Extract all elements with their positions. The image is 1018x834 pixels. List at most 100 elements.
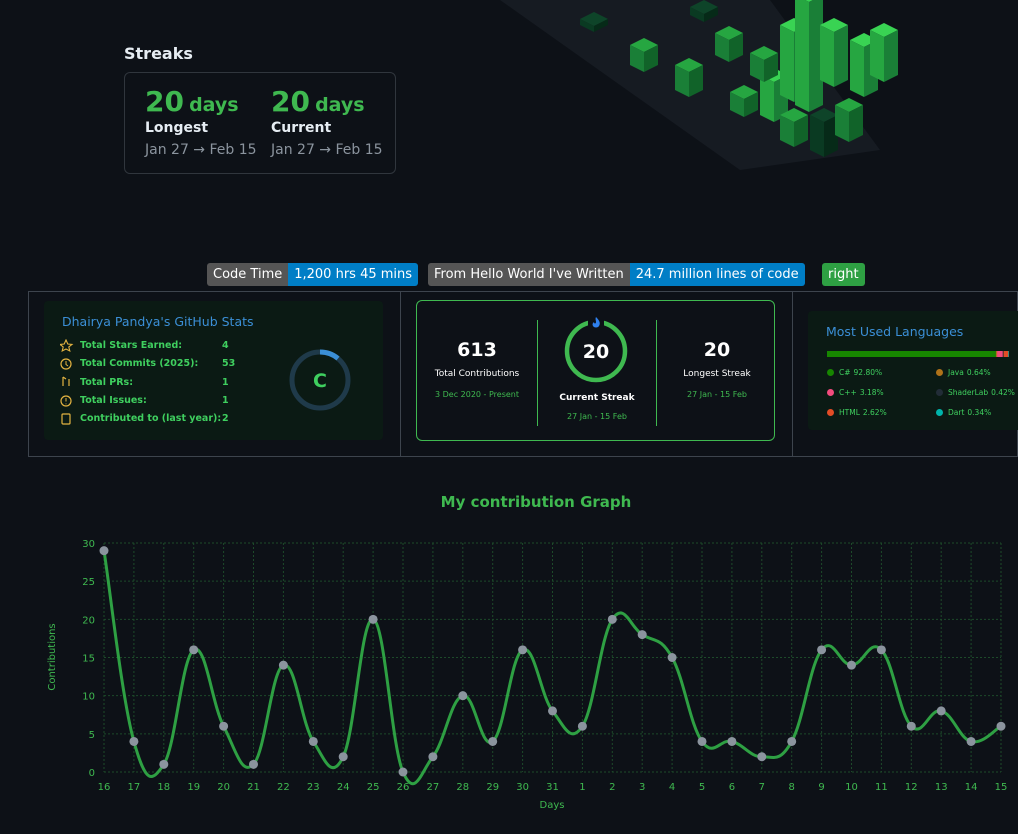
y-tick-label: 0 [89, 768, 95, 779]
data-point [966, 736, 976, 746]
current-streak: Current Streak 27 Jan - 15 Feb [537, 393, 657, 421]
card-title: Most Used Languages [826, 324, 964, 339]
x-tick-label: 25 [367, 782, 380, 793]
stat-value: 1 [222, 377, 229, 388]
streak-label: Current [271, 120, 332, 136]
language-dot [827, 389, 834, 396]
y-tick-label: 10 [82, 692, 95, 703]
streaks-title: Streaks [124, 44, 193, 63]
x-tick-label: 19 [187, 782, 200, 793]
stat-range: 27 Jan - 15 Feb [687, 390, 747, 399]
language-item: C++ 3.18% [827, 388, 884, 397]
block-right [834, 25, 848, 87]
data-point [278, 660, 288, 670]
block-left [795, 0, 809, 112]
x-tick-label: 9 [818, 782, 824, 793]
stat-label: Total Stars Earned: [80, 340, 183, 351]
x-tick-label: 22 [277, 782, 290, 793]
language-item: Dart 0.34% [936, 408, 991, 417]
x-tick-label: 16 [98, 782, 111, 793]
streak-range: Jan 27 → Feb 15 [271, 142, 383, 158]
x-tick-label: 27 [427, 782, 440, 793]
data-point [906, 721, 916, 731]
badge-message: 1,200 hrs 45 mins [288, 263, 419, 286]
language-item: C# 92.80% [827, 368, 882, 377]
block-left [750, 53, 764, 82]
badge[interactable]: From Hello World I've Written 24.7 millio… [428, 263, 805, 286]
streaks-card: 20 days Longest Jan 27 → Feb 15 20 days … [124, 72, 396, 174]
x-tick-label: 31 [546, 782, 559, 793]
x-tick-label: 21 [247, 782, 260, 793]
language-dot [936, 389, 943, 396]
data-point [936, 706, 946, 716]
y-axis-label: Contributions [47, 623, 58, 690]
block-right [594, 19, 608, 32]
grade: C [313, 370, 327, 392]
x-tick-label: 14 [965, 782, 978, 793]
stat-row: Total Stars Earned: 4 [62, 340, 229, 351]
block-right [884, 30, 898, 82]
block-right [794, 115, 808, 147]
total-contributions: 613 Total Contributions 3 Dec 2020 - Pre… [417, 339, 537, 399]
badge-label: Code Time [207, 263, 289, 286]
x-tick-label: 18 [157, 782, 170, 793]
language-segment [1008, 351, 1009, 357]
stat-label: Contributed to (last year): [80, 413, 222, 424]
x-tick-label: 15 [995, 782, 1008, 793]
stat-label: Total Contributions [434, 369, 520, 379]
data-point [996, 721, 1006, 731]
streak-label: Longest [145, 120, 209, 136]
stat-number: 20 [583, 341, 609, 363]
github-stats-card[interactable]: Dhairya Pandya's GitHub Stats Total Star… [44, 301, 383, 440]
language-name: C# [839, 368, 851, 377]
stat-icons [60, 339, 74, 425]
x-tick-label: 10 [845, 782, 858, 793]
streak-stats-card[interactable]: 613 Total Contributions 3 Dec 2020 - Pre… [416, 300, 775, 441]
badge-label: From Hello World I've Written [428, 263, 630, 286]
language-segment [1003, 351, 1009, 357]
divider [656, 320, 657, 426]
language-item: ShaderLab 0.42% [936, 388, 1015, 397]
x-tick-label: 13 [935, 782, 948, 793]
badge[interactable]: right [822, 263, 865, 286]
divider [537, 320, 538, 426]
stat-range: 3 Dec 2020 - Present [434, 390, 519, 399]
block-right [744, 92, 758, 117]
stat-number: 20 [703, 339, 731, 361]
data-point [368, 614, 378, 624]
x-tick-label: 7 [759, 782, 765, 793]
block-left [675, 65, 689, 97]
grade-ring: C [289, 349, 351, 411]
x-tick-label: 11 [875, 782, 888, 793]
x-tick-label: 5 [699, 782, 705, 793]
data-point [518, 645, 528, 655]
language-segment [995, 351, 998, 357]
data-point [548, 706, 557, 716]
data-point [787, 736, 797, 746]
badge-message: right [822, 263, 865, 286]
stat-value: 2 [222, 413, 229, 424]
contribution-3d-graphic [500, 0, 898, 170]
block-right [644, 45, 658, 72]
streak-number: 20 [271, 85, 310, 118]
data-point [338, 752, 348, 762]
series-line [102, 550, 1002, 786]
stat-label: Total Issues: [80, 395, 147, 406]
stat-value: 53 [222, 358, 236, 369]
data-point [667, 653, 677, 662]
y-tick-label: 15 [82, 654, 95, 665]
language-bar [827, 351, 1009, 357]
stat-row: Total Commits (2025): 53 [62, 358, 235, 369]
block-left [730, 92, 744, 117]
data-point [308, 736, 318, 746]
badge[interactable]: Code Time 1,200 hrs 45 mins [207, 263, 419, 286]
language-segment [827, 351, 996, 357]
language-percent: 0.64% [966, 368, 991, 377]
x-tick-label: 3 [639, 782, 645, 793]
languages-card[interactable]: Most Used Languages C# 92.80% Java 0.64% C++… [808, 311, 1018, 430]
x-tick-label: 17 [128, 782, 141, 793]
block-left [780, 25, 794, 102]
separator [792, 291, 793, 457]
block-right [824, 115, 838, 157]
